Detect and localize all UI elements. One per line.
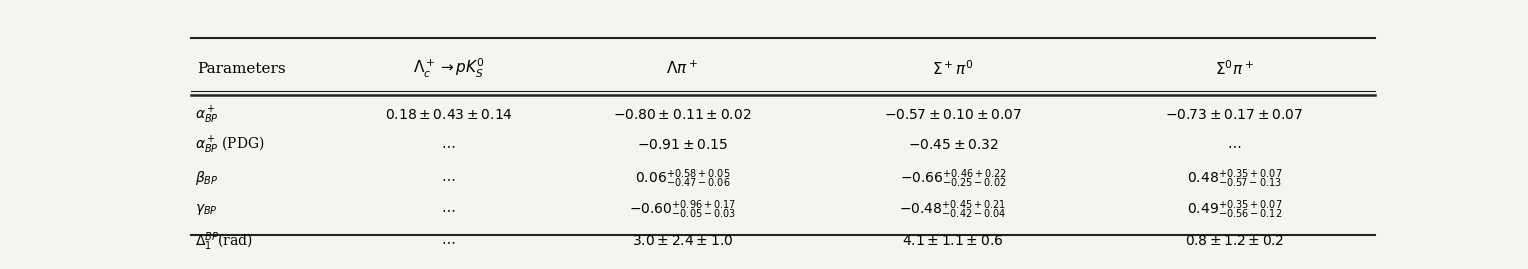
Text: $3.0 \pm 2.4 \pm 1.0$: $3.0 \pm 2.4 \pm 1.0$ — [631, 235, 733, 249]
Text: $\Delta_1^{BP}$(rad): $\Delta_1^{BP}$(rad) — [194, 230, 252, 253]
Text: $-0.73 \pm 0.17 \pm 0.07$: $-0.73 \pm 0.17 \pm 0.07$ — [1166, 108, 1303, 122]
Text: $\cdots$: $\cdots$ — [442, 138, 455, 152]
Text: $4.1 \pm 1.1 \pm 0.6$: $4.1 \pm 1.1 \pm 0.6$ — [903, 235, 1004, 249]
Text: $0.8 \pm 1.2 \pm 0.2$: $0.8 \pm 1.2 \pm 0.2$ — [1184, 235, 1284, 249]
Text: $-0.57 \pm 0.10 \pm 0.07$: $-0.57 \pm 0.10 \pm 0.07$ — [885, 108, 1022, 122]
Text: $\beta_{BP}$: $\beta_{BP}$ — [194, 169, 219, 187]
Text: $\cdots$: $\cdots$ — [442, 171, 455, 185]
Text: $\cdots$: $\cdots$ — [442, 202, 455, 216]
Text: $0.06^{+0.58+0.05}_{-0.47-0.06}$: $0.06^{+0.58+0.05}_{-0.47-0.06}$ — [634, 167, 730, 190]
Text: $\cdots$: $\cdots$ — [442, 235, 455, 249]
Text: $\Sigma^+\pi^0$: $\Sigma^+\pi^0$ — [932, 59, 973, 78]
Text: $\cdots$: $\cdots$ — [1227, 138, 1241, 152]
Text: $-0.91 \pm 0.15$: $-0.91 \pm 0.15$ — [637, 138, 727, 152]
Text: $-0.60^{+0.96+0.17}_{-0.05-0.03}$: $-0.60^{+0.96+0.17}_{-0.05-0.03}$ — [630, 198, 736, 221]
Text: $\Sigma^0\pi^+$: $\Sigma^0\pi^+$ — [1215, 59, 1253, 78]
Text: $-0.48^{+0.45+0.21}_{-0.42-0.04}$: $-0.48^{+0.45+0.21}_{-0.42-0.04}$ — [900, 198, 1007, 221]
Text: $-0.80 \pm 0.11 \pm 0.02$: $-0.80 \pm 0.11 \pm 0.02$ — [613, 108, 752, 122]
Text: $\Lambda_c^+ \rightarrow pK_S^0$: $\Lambda_c^+ \rightarrow pK_S^0$ — [413, 57, 484, 80]
Text: $\gamma_{BP}$: $\gamma_{BP}$ — [194, 202, 217, 217]
Text: $-0.45 \pm 0.32$: $-0.45 \pm 0.32$ — [908, 138, 998, 152]
Text: $0.48^{+0.35+0.07}_{-0.57-0.13}$: $0.48^{+0.35+0.07}_{-0.57-0.13}$ — [1187, 167, 1282, 190]
Text: $0.49^{+0.35+0.07}_{-0.56-0.12}$: $0.49^{+0.35+0.07}_{-0.56-0.12}$ — [1187, 198, 1282, 221]
Text: $\Lambda\pi^+$: $\Lambda\pi^+$ — [666, 60, 698, 77]
Text: Parameters: Parameters — [197, 62, 286, 76]
Text: $0.18 \pm 0.43 \pm 0.14$: $0.18 \pm 0.43 \pm 0.14$ — [385, 108, 512, 122]
Text: $\alpha_{BP}^+$ (PDG): $\alpha_{BP}^+$ (PDG) — [194, 134, 264, 156]
Text: $\alpha_{BP}^+$: $\alpha_{BP}^+$ — [194, 104, 219, 126]
Text: $-0.66^{+0.46+0.22}_{-0.25-0.02}$: $-0.66^{+0.46+0.22}_{-0.25-0.02}$ — [900, 167, 1007, 190]
